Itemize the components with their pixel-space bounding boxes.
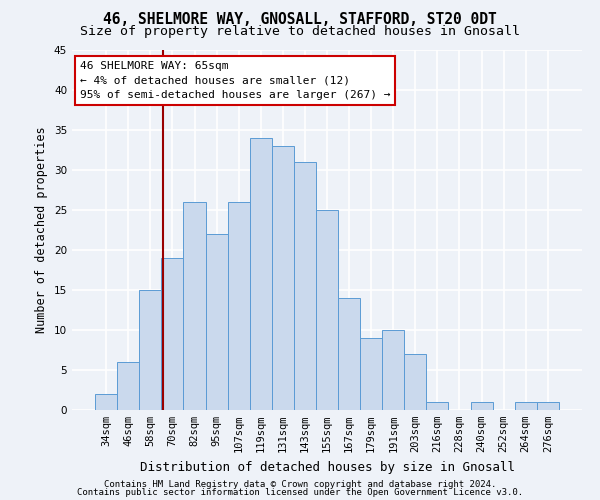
Bar (360, 338, 382, 410)
Bar (272, 146, 294, 410)
Bar (139, 290, 161, 410)
Bar (95, 394, 117, 410)
Bar (294, 162, 316, 410)
Bar (250, 138, 272, 410)
Bar (184, 202, 206, 410)
Bar (382, 330, 404, 410)
Text: 46 SHELMORE WAY: 65sqm
← 4% of detached houses are smaller (12)
95% of semi-deta: 46 SHELMORE WAY: 65sqm ← 4% of detached … (80, 61, 390, 100)
Bar (316, 210, 338, 410)
X-axis label: Distribution of detached houses by size in Gnosall: Distribution of detached houses by size … (139, 460, 515, 473)
Text: Size of property relative to detached houses in Gnosall: Size of property relative to detached ho… (80, 25, 520, 38)
Bar (338, 298, 360, 410)
Bar (427, 402, 448, 410)
Y-axis label: Number of detached properties: Number of detached properties (35, 126, 49, 334)
Bar (404, 354, 427, 410)
Text: Contains public sector information licensed under the Open Government Licence v3: Contains public sector information licen… (77, 488, 523, 497)
Bar (206, 234, 227, 410)
Bar (117, 362, 139, 410)
Bar (515, 402, 537, 410)
Text: 46, SHELMORE WAY, GNOSALL, STAFFORD, ST20 0DT: 46, SHELMORE WAY, GNOSALL, STAFFORD, ST2… (103, 12, 497, 28)
Bar (161, 258, 184, 410)
Text: Contains HM Land Registry data © Crown copyright and database right 2024.: Contains HM Land Registry data © Crown c… (104, 480, 496, 489)
Bar (227, 202, 250, 410)
Bar (537, 402, 559, 410)
Bar (470, 402, 493, 410)
